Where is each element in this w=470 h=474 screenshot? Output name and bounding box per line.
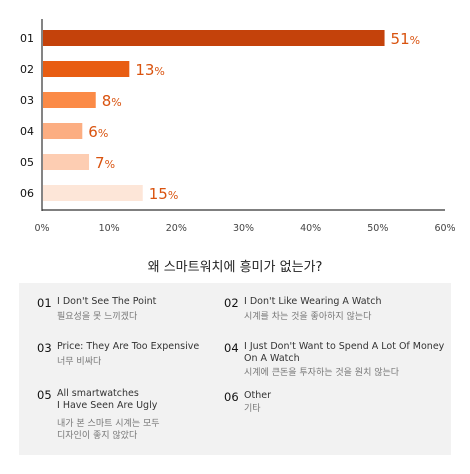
category-label: 04 bbox=[20, 125, 34, 138]
legend-label-ko: 기타 bbox=[244, 404, 261, 414]
value-label: 51% bbox=[391, 30, 421, 48]
category-label: 02 bbox=[20, 63, 34, 76]
legend-box: 01 I Don't See The Point 필요성을 못 느끼겠다 02 … bbox=[19, 283, 451, 455]
x-tick-label: 0% bbox=[34, 223, 49, 234]
legend-label-ko: 시계를 차는 것을 좋아하지 않는다 bbox=[244, 312, 372, 322]
x-tick-label: 40% bbox=[300, 223, 321, 234]
legend-label-ko: 너무 비싸다 bbox=[57, 357, 102, 367]
legend-num: 06 bbox=[224, 390, 239, 404]
legend-num: 04 bbox=[224, 341, 239, 355]
legend-label-en: Other bbox=[244, 390, 271, 401]
category-label: 03 bbox=[20, 94, 34, 107]
value-label: 6% bbox=[88, 123, 108, 141]
x-tick-label: 20% bbox=[166, 223, 187, 234]
value-label: 8% bbox=[102, 92, 122, 110]
legend-num: 01 bbox=[37, 296, 52, 310]
x-tick-label: 50% bbox=[367, 223, 388, 234]
bar-chart: 0% 10% 20% 30% 40% 50% 60% 01 51% 02 13% 03 8% 04 6% 05… bbox=[20, 19, 456, 234]
legend-label-ko: 내가 본 스마트 시계는 모두 디자인이 좋지 않았다 bbox=[57, 419, 160, 441]
bar-06 bbox=[43, 185, 143, 201]
legend-label-en: I Don't Like Wearing A Watch bbox=[244, 296, 382, 307]
legend-num: 03 bbox=[37, 341, 52, 355]
bar-01 bbox=[43, 30, 385, 46]
value-label: 7% bbox=[95, 154, 115, 172]
bar-04 bbox=[43, 123, 83, 139]
x-tick-label: 10% bbox=[99, 223, 120, 234]
bar-03 bbox=[43, 92, 96, 108]
bar-02 bbox=[43, 61, 130, 77]
category-label: 06 bbox=[20, 187, 34, 200]
x-tick-label: 60% bbox=[434, 223, 455, 234]
legend-label-ko: 필요성을 못 느끼겠다 bbox=[57, 312, 138, 322]
chart-question-title: 왜 스마트워치에 흥미가 없는가? bbox=[147, 260, 323, 275]
value-label: 13% bbox=[135, 61, 165, 79]
legend-num: 05 bbox=[37, 388, 52, 402]
legend-label-en: I Just Don't Want to Spend A Lot Of Mone… bbox=[244, 341, 445, 364]
category-label: 05 bbox=[20, 156, 34, 169]
legend-label-en: I Don't See The Point bbox=[57, 296, 157, 307]
legend-label-ko: 시계에 큰돈을 투자하는 것을 원치 않는다 bbox=[244, 368, 400, 378]
legend-label-en: All smartwatches I Have Seen Are Ugly bbox=[57, 388, 158, 411]
bar-05 bbox=[43, 154, 90, 170]
category-label: 01 bbox=[20, 32, 34, 45]
value-label: 15% bbox=[149, 185, 179, 203]
legend-label-en: Price: They Are Too Expensive bbox=[57, 341, 200, 352]
x-tick-label: 30% bbox=[233, 223, 254, 234]
legend-num: 02 bbox=[224, 296, 239, 310]
